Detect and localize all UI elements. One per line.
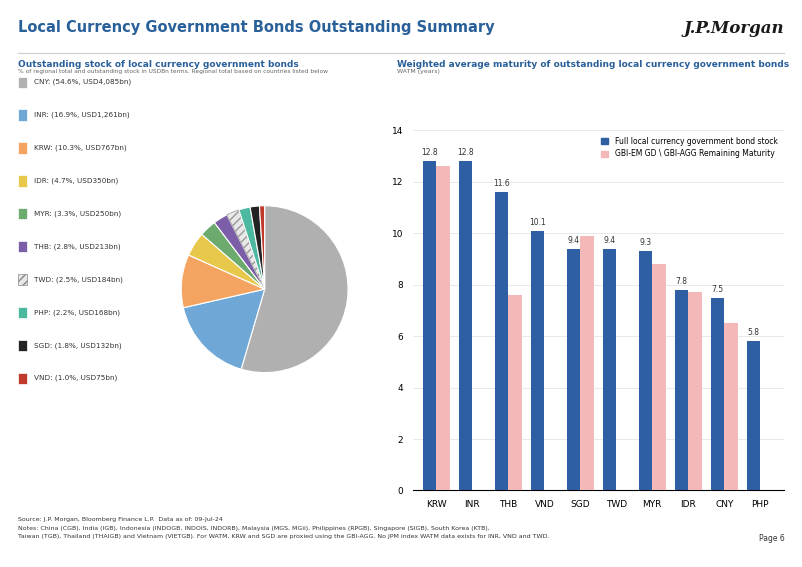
Text: 7.8: 7.8 [675,277,687,286]
Text: Source: J.P. Morgan, Bloomberg Finance L.P.  Data as of: 09-Jul-24: Source: J.P. Morgan, Bloomberg Finance L… [18,517,222,522]
Wedge shape [259,206,265,289]
Text: 9.4: 9.4 [567,236,580,245]
Text: 12.8: 12.8 [457,149,474,158]
Text: 9.3: 9.3 [639,239,651,247]
Wedge shape [241,206,348,373]
Bar [531,231,545,490]
Text: IDR: (4.7%, USD350bn): IDR: (4.7%, USD350bn) [34,177,118,184]
Bar [602,249,616,490]
Bar [508,295,522,490]
Text: KRW: (10.3%, USD767bn): KRW: (10.3%, USD767bn) [34,145,126,151]
Wedge shape [188,234,265,289]
Text: 12.8: 12.8 [421,149,438,158]
Bar [436,167,450,490]
Wedge shape [202,223,265,289]
Text: % of regional total and outstanding stock in USDBn terms. Regional total based o: % of regional total and outstanding stoc… [18,69,327,74]
Bar [652,264,666,490]
Wedge shape [227,210,265,289]
Text: VND: (1.0%, USD75bn): VND: (1.0%, USD75bn) [34,375,117,382]
Bar [567,249,581,490]
Bar [674,290,688,490]
Legend: Full local currency government bond stock, GBI-EM GD \ GBI-AGG Remaining Maturit: Full local currency government bond stoc… [598,134,780,160]
Bar [423,161,436,490]
Bar [724,323,738,490]
Text: PHP: (2.2%, USD168bn): PHP: (2.2%, USD168bn) [34,309,119,316]
Text: WATM (years): WATM (years) [397,69,439,74]
Bar [581,236,594,490]
Text: SGD: (1.8%, USD132bn): SGD: (1.8%, USD132bn) [34,342,121,349]
Text: J.P.Morgan: J.P.Morgan [684,20,784,37]
Wedge shape [239,207,265,289]
Wedge shape [250,206,265,289]
Text: 7.5: 7.5 [711,285,723,294]
Text: TWD: (2.5%, USD184bn): TWD: (2.5%, USD184bn) [34,276,123,283]
Text: 9.4: 9.4 [603,236,615,245]
Text: Page 6: Page 6 [759,534,784,543]
Text: 11.6: 11.6 [493,179,510,188]
Bar [688,293,702,490]
Text: Local Currency Government Bonds Outstanding Summary: Local Currency Government Bonds Outstand… [18,20,494,35]
Bar [747,341,760,490]
Text: INR: (16.9%, USD1,261bn): INR: (16.9%, USD1,261bn) [34,112,129,119]
Wedge shape [214,215,265,289]
Text: MYR: (3.3%, USD250bn): MYR: (3.3%, USD250bn) [34,210,121,217]
Text: CNY: (54.6%, USD4,085bn): CNY: (54.6%, USD4,085bn) [34,79,131,86]
Bar [459,161,472,490]
Text: THB: (2.8%, USD213bn): THB: (2.8%, USD213bn) [34,243,120,250]
Text: Outstanding stock of local currency government bonds: Outstanding stock of local currency gove… [18,60,298,69]
Text: Notes: China (CGB), India (IGB), Indonesia (INDOGB, INDOIS, INDORB), Malaysia (M: Notes: China (CGB), India (IGB), Indones… [18,526,489,531]
Bar [495,192,508,490]
Bar [711,298,724,490]
Text: 5.8: 5.8 [747,328,759,337]
Text: 10.1: 10.1 [529,218,546,227]
Wedge shape [181,255,265,308]
Text: Taiwan (TGB), Thailand (THAIGB) and Vietnam (VIETGB). For WATM, KRW and SGD are : Taiwan (TGB), Thailand (THAIGB) and Viet… [18,534,549,539]
Wedge shape [184,289,265,369]
Text: Weighted average maturity of outstanding local currency government bonds: Weighted average maturity of outstanding… [397,60,789,69]
Bar [638,251,652,490]
